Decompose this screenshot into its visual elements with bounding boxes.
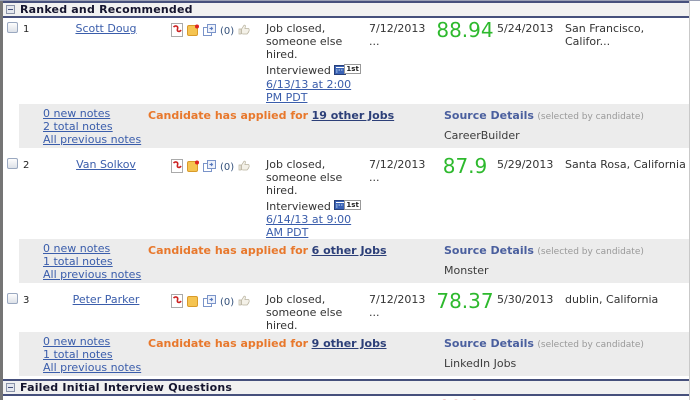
candidate-checkbox[interactable] [7,22,18,33]
candidate-score: 68.27 [433,398,498,400]
candidate-location: dublin, California [565,293,659,306]
source-value: LinkedIn Jobs [444,357,517,370]
interviewed-label: Interviewed [266,199,331,213]
total-notes-link[interactable]: 2 total notes [43,119,113,133]
candidate-row: 3 Peter Parker (0) Job closed, someone e… [3,289,689,332]
section-title: Failed Initial Interview Questions [20,381,233,394]
total-notes-link[interactable]: 1 total notes [43,348,113,361]
collapse-icon[interactable] [6,5,15,14]
new-notes-link[interactable]: 0 new notes [43,242,111,255]
candidate-name-link[interactable]: Peter Parker [72,293,140,306]
forward-icon[interactable] [203,159,216,175]
candidate-name-link[interactable]: Van Solkov [76,157,136,171]
source-details-label: Source Details [444,108,534,122]
thumbs-up-icon[interactable] [238,160,250,175]
rating-count-link[interactable]: (0) [220,297,235,308]
source-details-label: Source Details [444,337,534,350]
applied-for-label: Candidate has applied for [148,108,309,122]
forward-icon[interactable] [203,24,216,39]
interview-time-link[interactable]: 6/14/13 at 9:00 AM PDT [266,213,352,239]
other-jobs-link[interactable]: 19 other Jobs [311,108,395,122]
other-jobs-link[interactable]: 6 other Jobs [311,244,387,257]
thumbs-up-icon[interactable] [238,24,250,39]
first-interview-badge: 1st [344,64,361,74]
decision-date: 5/24/2013 [497,22,554,35]
source-details-label: Source Details [444,244,534,257]
job-status-line2: someone else hired. [266,35,343,61]
collapse-icon[interactable] [6,383,15,392]
interview-time-link[interactable]: 6/13/13 at 2:00 PM PDT [266,77,352,104]
decision-date: 5/29/2013 [497,157,554,171]
job-status-line1: Job closed, [266,22,326,35]
total-notes-link[interactable]: 1 total notes [43,255,113,268]
new-notes-link[interactable]: 0 new notes [43,106,111,120]
source-details-sub: (selected by candidate) [537,111,644,122]
candidate-score: 87.9 [442,153,488,178]
candidate-block: 1 Scott Doug (0) Job closed, someone els… [3,18,689,148]
source-value: CareerBuilder [444,128,520,142]
candidate-score: 88.94 [436,18,494,42]
decision-date: 5/30/2013 [497,293,554,306]
all-previous-notes-link[interactable]: All previous notes [43,268,142,281]
notes-icon[interactable] [187,24,199,39]
rank-number: 2 [23,159,30,171]
notes-icon[interactable] [187,295,199,310]
candidate-row: 1 Scott Doug (0) Job closed, someone els… [3,18,689,104]
all-previous-notes-link[interactable]: All previous notes [43,132,142,146]
section-title: Ranked and Recommended [20,3,193,16]
source-details-sub: (selected by candidate) [537,247,644,257]
applied-date: 7/12/2013 ... [369,22,426,48]
candidate-checkbox[interactable] [7,157,18,169]
candidate-block: 3 Peter Parker (0) Job closed, someone e… [3,289,689,376]
candidate-subrow: 0 new notes 1 total notes All previous n… [19,239,689,283]
thumbs-up-icon[interactable] [238,295,250,310]
resume-pdf-icon[interactable] [171,294,183,311]
first-interview-badge: 1st [344,199,361,210]
rank-number: 3 [23,295,30,306]
candidate-subrow: 0 new notes 1 total notes All previous n… [19,332,689,376]
candidate-subrow: 0 new notes 2 total notes All previous n… [19,103,689,148]
source-value: Monster [444,264,489,277]
forward-icon[interactable] [203,295,216,310]
rating-count-link[interactable]: (0) [220,26,235,37]
candidate-location: San Francisco, Califor... [565,22,645,48]
notes-icon[interactable] [187,160,199,175]
section-header-ranked: Ranked and Recommended [3,1,689,18]
rank-number: 1 [23,24,30,35]
all-previous-notes-link[interactable]: All previous notes [43,361,142,374]
candidate-block: 2 Van Solkov (0) Job closed, someone els… [3,153,689,283]
resume-pdf-icon[interactable] [171,23,183,40]
candidate-row: Joe MoLovin (0) Did not meet minimum qua… [3,396,689,400]
resume-pdf-icon[interactable] [171,158,183,176]
job-status-line2: someone else hired. [266,306,343,332]
applied-date: 7/12/2013 ... [369,293,426,319]
job-status-line2: someone else hired. [266,170,343,197]
candidate-checkbox[interactable] [7,293,18,304]
rating-count-link[interactable]: (0) [220,161,235,173]
job-status-line1: Job closed, [266,157,326,171]
candidate-score: 78.37 [436,289,494,313]
candidate-block: Joe MoLovin (0) Did not meet minimum qua… [3,396,689,400]
applied-for-label: Candidate has applied for [148,337,309,350]
section-header-failed: Failed Initial Interview Questions [3,379,689,396]
candidate-name-link[interactable]: Scott Doug [75,22,137,35]
interviewed-label: Interviewed [266,64,331,77]
other-jobs-link[interactable]: 9 other Jobs [311,337,387,350]
applied-for-label: Candidate has applied for [148,244,309,257]
candidate-row: 2 Van Solkov (0) Job closed, someone els… [3,153,689,239]
job-status-line1: Job closed, [266,293,326,306]
new-notes-link[interactable]: 0 new notes [43,335,111,348]
applied-date: 7/12/2013 ... [369,157,426,184]
candidate-location: Santa Rosa, California [565,157,686,171]
source-details-sub: (selected by candidate) [537,340,644,350]
